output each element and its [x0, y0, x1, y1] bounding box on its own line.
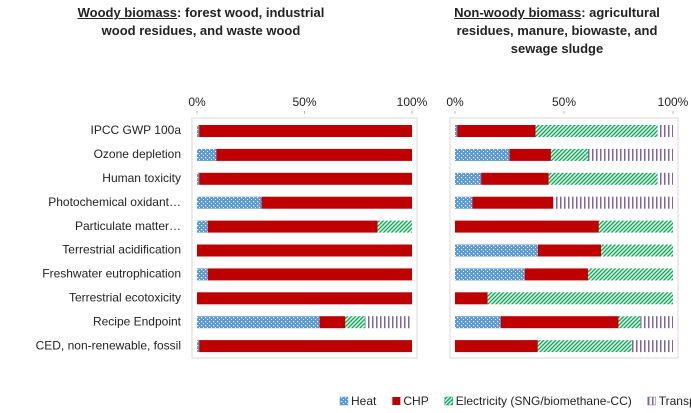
bar-segment	[197, 268, 208, 281]
bar-segment	[261, 196, 412, 209]
category-label: CED, non-renewable, fossil	[36, 338, 181, 352]
bar-segment	[197, 292, 412, 305]
bar-segment	[364, 316, 412, 329]
bar-segment	[535, 125, 658, 137]
category-label: Ozone depletion	[94, 147, 181, 161]
bar-segment	[197, 220, 208, 233]
bar-segment	[598, 220, 673, 233]
legend-label: Heat	[351, 394, 377, 408]
bar-segment	[455, 125, 458, 137]
bar-segment	[455, 148, 510, 161]
bar-segment	[537, 244, 602, 257]
category-label: Recipe Endpoint	[93, 314, 182, 328]
left-title: Woody biomass: forest wood, industrial w…	[76, 4, 326, 40]
title: : forest wood, industrial wood residues,…	[101, 5, 325, 38]
category-label: Terrestrial acidification	[62, 243, 181, 257]
bar-segment	[481, 172, 549, 185]
bar-segment	[601, 244, 673, 257]
bar-segment	[618, 316, 641, 329]
bar-segment	[657, 125, 673, 137]
legend-swatch	[392, 397, 401, 405]
bar-segment	[472, 196, 554, 209]
bar-segment	[207, 220, 378, 233]
bar-segment	[548, 172, 658, 185]
bar-segment	[500, 316, 619, 329]
bar-segment	[345, 316, 365, 329]
bar-segment	[197, 148, 217, 161]
x-tick-label: 100%	[658, 95, 689, 109]
category-label: Particulate matter…	[75, 219, 181, 233]
bar-segment	[587, 268, 673, 281]
bar-segment	[377, 220, 412, 233]
x-tick-label: 50%	[292, 95, 316, 109]
bar-segment	[455, 196, 473, 209]
legend-swatch	[444, 396, 453, 406]
bar-segment	[216, 148, 412, 161]
bar-segment	[199, 125, 412, 137]
bar-segment	[455, 316, 501, 329]
bar-segment	[199, 172, 412, 185]
bar-segment	[487, 292, 673, 305]
bar-segment	[319, 316, 346, 329]
bar-segment	[455, 292, 488, 305]
bar-segment	[197, 196, 262, 209]
title: : agricultural residues, manure, biowast…	[456, 5, 660, 56]
bar-segment	[657, 172, 673, 185]
title-emphasis: Woody biomass	[77, 5, 178, 20]
legend-swatch	[647, 396, 656, 406]
x-tick-label: 0%	[446, 95, 464, 109]
bar-segment	[197, 125, 200, 137]
bar-segment	[550, 148, 588, 161]
legend-label: CHP	[403, 394, 428, 408]
category-label: Human toxicity	[102, 171, 181, 185]
category-label: Terrestrial ecotoxicity	[69, 290, 181, 304]
bar-segment	[455, 340, 538, 353]
bar-segment	[455, 244, 538, 257]
x-tick-label: 100%	[397, 95, 428, 109]
bar-segment	[207, 268, 412, 281]
right-title: Non-woody biomass: agricultural residues…	[432, 4, 682, 58]
bar-segment	[197, 172, 200, 185]
category-label: Freshwater eutrophication	[42, 267, 181, 281]
bar-segment	[197, 244, 412, 257]
x-tick-label: 50%	[552, 95, 576, 109]
bar-segment	[197, 316, 320, 329]
bar-segment	[199, 340, 412, 353]
bar-segment	[553, 196, 673, 209]
legend-label: Transportation	[659, 394, 691, 408]
title-emphasis: Non-woody biomass	[454, 5, 582, 20]
bar-segment	[197, 340, 200, 353]
bar-segment	[455, 268, 525, 281]
bar-segment	[537, 340, 632, 353]
bar-segment	[640, 316, 673, 329]
bar-segment	[509, 148, 551, 161]
x-tick-label: 0%	[188, 95, 206, 109]
bar-segment	[631, 340, 673, 353]
plot-frame	[191, 117, 418, 359]
bar-segment	[455, 172, 482, 185]
category-label: Photochemical oxidant…	[48, 195, 181, 209]
bar-segment	[524, 268, 588, 281]
bar-segment	[587, 148, 673, 161]
bar-segment	[455, 220, 599, 233]
legend-swatch	[339, 396, 349, 406]
bar-segment	[457, 125, 536, 137]
category-label: IPCC GWP 100a	[91, 123, 182, 137]
plot-frame	[449, 117, 679, 359]
legend-label: Electricity (SNG/biomethane-CC)	[456, 394, 632, 408]
